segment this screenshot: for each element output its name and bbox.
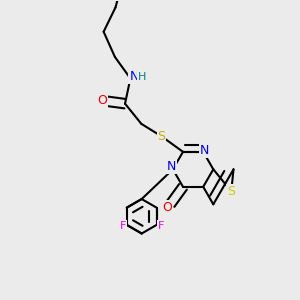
Text: N: N [129,70,139,83]
Text: S: S [227,185,235,198]
Text: O: O [98,94,107,107]
Text: F: F [158,221,164,231]
Text: F: F [119,221,126,231]
Text: N: N [167,160,176,173]
Text: S: S [158,130,166,143]
Text: O: O [163,200,172,214]
Text: N: N [200,144,209,157]
Text: H: H [137,72,146,82]
